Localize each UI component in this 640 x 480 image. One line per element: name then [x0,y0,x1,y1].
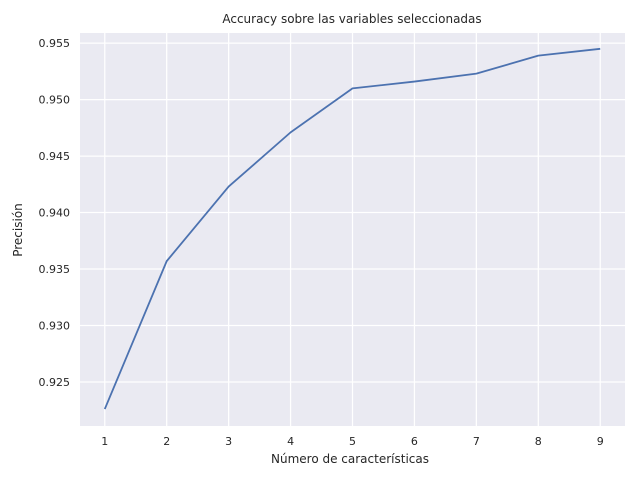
x-tick-label: 5 [349,435,356,448]
y-axis-label: Precisión [11,203,25,257]
y-tick-label: 0.925 [39,376,71,389]
y-tick-label: 0.955 [39,37,71,50]
x-tick-label: 3 [225,435,232,448]
y-tick-labels: 0.925 0.930 0.935 0.940 0.945 0.950 0.955 [39,37,71,389]
y-tick-label: 0.935 [39,263,71,276]
chart-title: Accuracy sobre las variables seleccionad… [222,12,481,26]
x-tick-label: 7 [473,435,480,448]
grid-lines [80,33,625,426]
x-tick-label: 8 [535,435,542,448]
x-tick-label: 6 [411,435,418,448]
y-tick-label: 0.940 [39,207,71,220]
x-tick-labels: 1 2 3 4 5 6 7 8 9 [101,435,603,448]
y-tick-label: 0.930 [39,319,71,332]
x-tick-label: 9 [597,435,604,448]
x-tick-label: 2 [163,435,170,448]
x-tick-label: 4 [287,435,294,448]
x-tick-label: 1 [101,435,108,448]
y-tick-label: 0.950 [39,94,71,107]
series-group [103,47,601,410]
x-axis-label: Número de características [271,452,429,466]
y-tick-label: 0.945 [39,150,71,163]
